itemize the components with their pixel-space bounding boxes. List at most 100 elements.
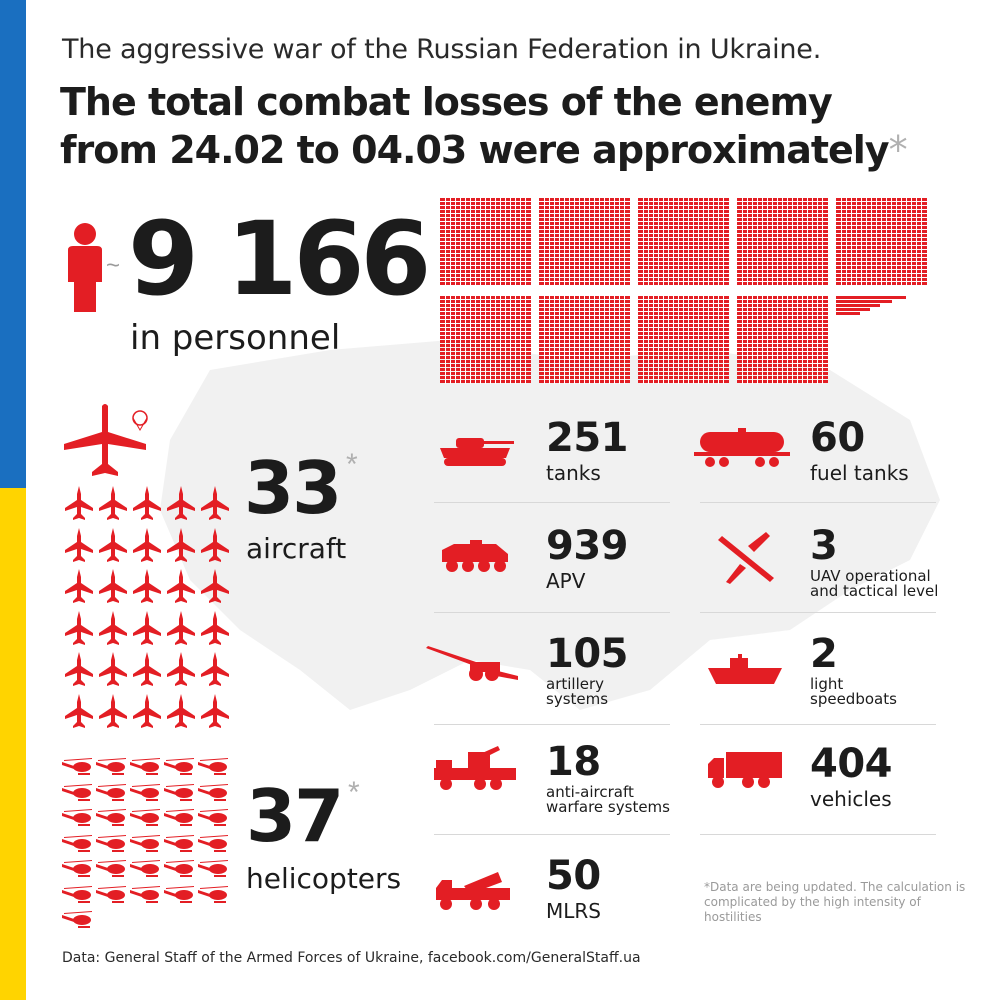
aircraft-icon xyxy=(200,527,234,570)
aircraft-icon xyxy=(98,569,132,611)
divider xyxy=(700,612,936,613)
truck-icon xyxy=(708,752,782,788)
helicopter-icon xyxy=(198,833,232,859)
helicopter-icon xyxy=(130,884,164,910)
aircraft-icon xyxy=(98,610,132,653)
anti-aircraft-value: 18 xyxy=(546,739,601,785)
helicopter-icon xyxy=(96,756,130,782)
aircraft-icon xyxy=(98,527,132,570)
aircraft-icon xyxy=(132,693,166,736)
aircraft-icon xyxy=(132,610,166,653)
data-note: *Data are being updated. The calculation… xyxy=(704,880,966,924)
helicopter-icon xyxy=(130,833,164,859)
tanks-value: 251 xyxy=(546,415,629,461)
aircraft-icon xyxy=(166,569,200,611)
helicopter-icon xyxy=(62,858,96,884)
artillery-value: 105 xyxy=(546,631,629,677)
aircraft-icon xyxy=(98,693,132,736)
uav-label-line-2: and tactical level xyxy=(810,582,939,600)
page-title: The total combat losses of the enemy fro… xyxy=(60,78,908,174)
data-source: Data: General Staff of the Armed Forces … xyxy=(62,950,641,966)
title-line-2: from 24.02 to 04.03 were approximately* xyxy=(60,126,908,174)
helicopter-icon xyxy=(96,858,130,884)
subtitle: The aggressive war of the Russian Federa… xyxy=(62,34,822,65)
aircraft-icon xyxy=(200,569,234,611)
aircraft-icon xyxy=(64,652,98,694)
fuel-tank-icon xyxy=(694,428,790,467)
helicopter-icon xyxy=(62,782,96,808)
helicopter-icon xyxy=(164,884,198,910)
person-icon xyxy=(68,223,102,312)
helicopter-icon xyxy=(198,884,232,910)
aircraft-icon xyxy=(64,486,98,528)
title-line-2-text: from 24.02 to 04.03 were approximately xyxy=(60,128,890,172)
divider xyxy=(434,834,670,835)
fuel-tanks-value: 60 xyxy=(810,415,865,461)
helicopter-icon xyxy=(164,807,198,833)
title-asterisk: * xyxy=(888,128,908,172)
apv-icon xyxy=(442,540,508,572)
aircraft-icon xyxy=(200,610,234,653)
mlrs-label: MLRS xyxy=(546,899,601,923)
personnel-value: 9 166 xyxy=(128,200,431,319)
helicopter-icon xyxy=(62,756,96,782)
divider xyxy=(700,724,936,725)
flag-blue-stripe xyxy=(0,0,26,488)
anti-aircraft-icon xyxy=(434,746,516,790)
mlrs-icon xyxy=(436,872,510,910)
personnel-label: in personnel xyxy=(130,318,341,358)
helicopter-icon xyxy=(62,807,96,833)
aircraft-icon xyxy=(132,569,166,611)
divider xyxy=(700,834,936,835)
anti-aircraft-label-line-2: warfare systems xyxy=(546,798,670,816)
helicopter-grid xyxy=(62,756,242,935)
helicopter-icon xyxy=(164,858,198,884)
aircraft-icon xyxy=(132,486,166,528)
tank-icon xyxy=(440,438,514,466)
helicopters-label: helicopters xyxy=(246,862,402,895)
apv-value: 939 xyxy=(546,523,629,569)
artillery-label-line-2: systems xyxy=(546,690,609,708)
vehicles-value: 404 xyxy=(810,741,893,787)
uav-icon xyxy=(718,532,774,584)
helicopter-icon xyxy=(62,909,96,935)
aircraft-icon xyxy=(98,486,132,528)
aircraft-value: 33 xyxy=(244,446,342,530)
aircraft-icon xyxy=(166,527,200,570)
helicopter-icon xyxy=(164,833,198,859)
helicopter-icon xyxy=(164,756,198,782)
large-aircraft-icon xyxy=(64,404,148,476)
uav-value: 3 xyxy=(810,523,838,569)
helicopter-icon xyxy=(198,782,232,808)
artillery-icon xyxy=(426,646,518,681)
helicopters-value: 37 xyxy=(246,774,344,858)
helicopter-icon xyxy=(130,858,164,884)
aircraft-icon xyxy=(200,652,234,694)
divider xyxy=(700,502,936,503)
helicopter-icon xyxy=(62,833,96,859)
helicopter-icon xyxy=(198,756,232,782)
approx-tilde: ~ xyxy=(106,252,121,279)
aircraft-icon xyxy=(166,652,200,694)
aircraft-label: aircraft xyxy=(246,532,347,565)
mlrs-value: 50 xyxy=(546,853,601,899)
aircraft-icon xyxy=(200,693,234,736)
helicopter-icon xyxy=(164,782,198,808)
speedboats-label-line-2: speedboats xyxy=(810,690,897,708)
divider xyxy=(434,502,670,503)
artillery-label-line-1: artillery xyxy=(546,675,605,693)
helicopter-icon xyxy=(130,782,164,808)
speedboats-value: 2 xyxy=(810,631,838,677)
helicopters-asterisk: * xyxy=(348,776,360,809)
aircraft-icon xyxy=(166,486,200,528)
personnel-grid xyxy=(440,198,927,384)
flag-yellow-stripe xyxy=(0,488,26,1000)
helicopter-icon xyxy=(96,782,130,808)
aircraft-icon xyxy=(64,610,98,653)
aircraft-icon xyxy=(64,527,98,570)
helicopter-icon xyxy=(96,884,130,910)
aircraft-icon xyxy=(132,652,166,694)
anti-aircraft-label-line-1: anti-aircraft xyxy=(546,783,634,801)
helicopter-icon xyxy=(198,807,232,833)
fuel-tanks-label: fuel tanks xyxy=(810,461,909,485)
